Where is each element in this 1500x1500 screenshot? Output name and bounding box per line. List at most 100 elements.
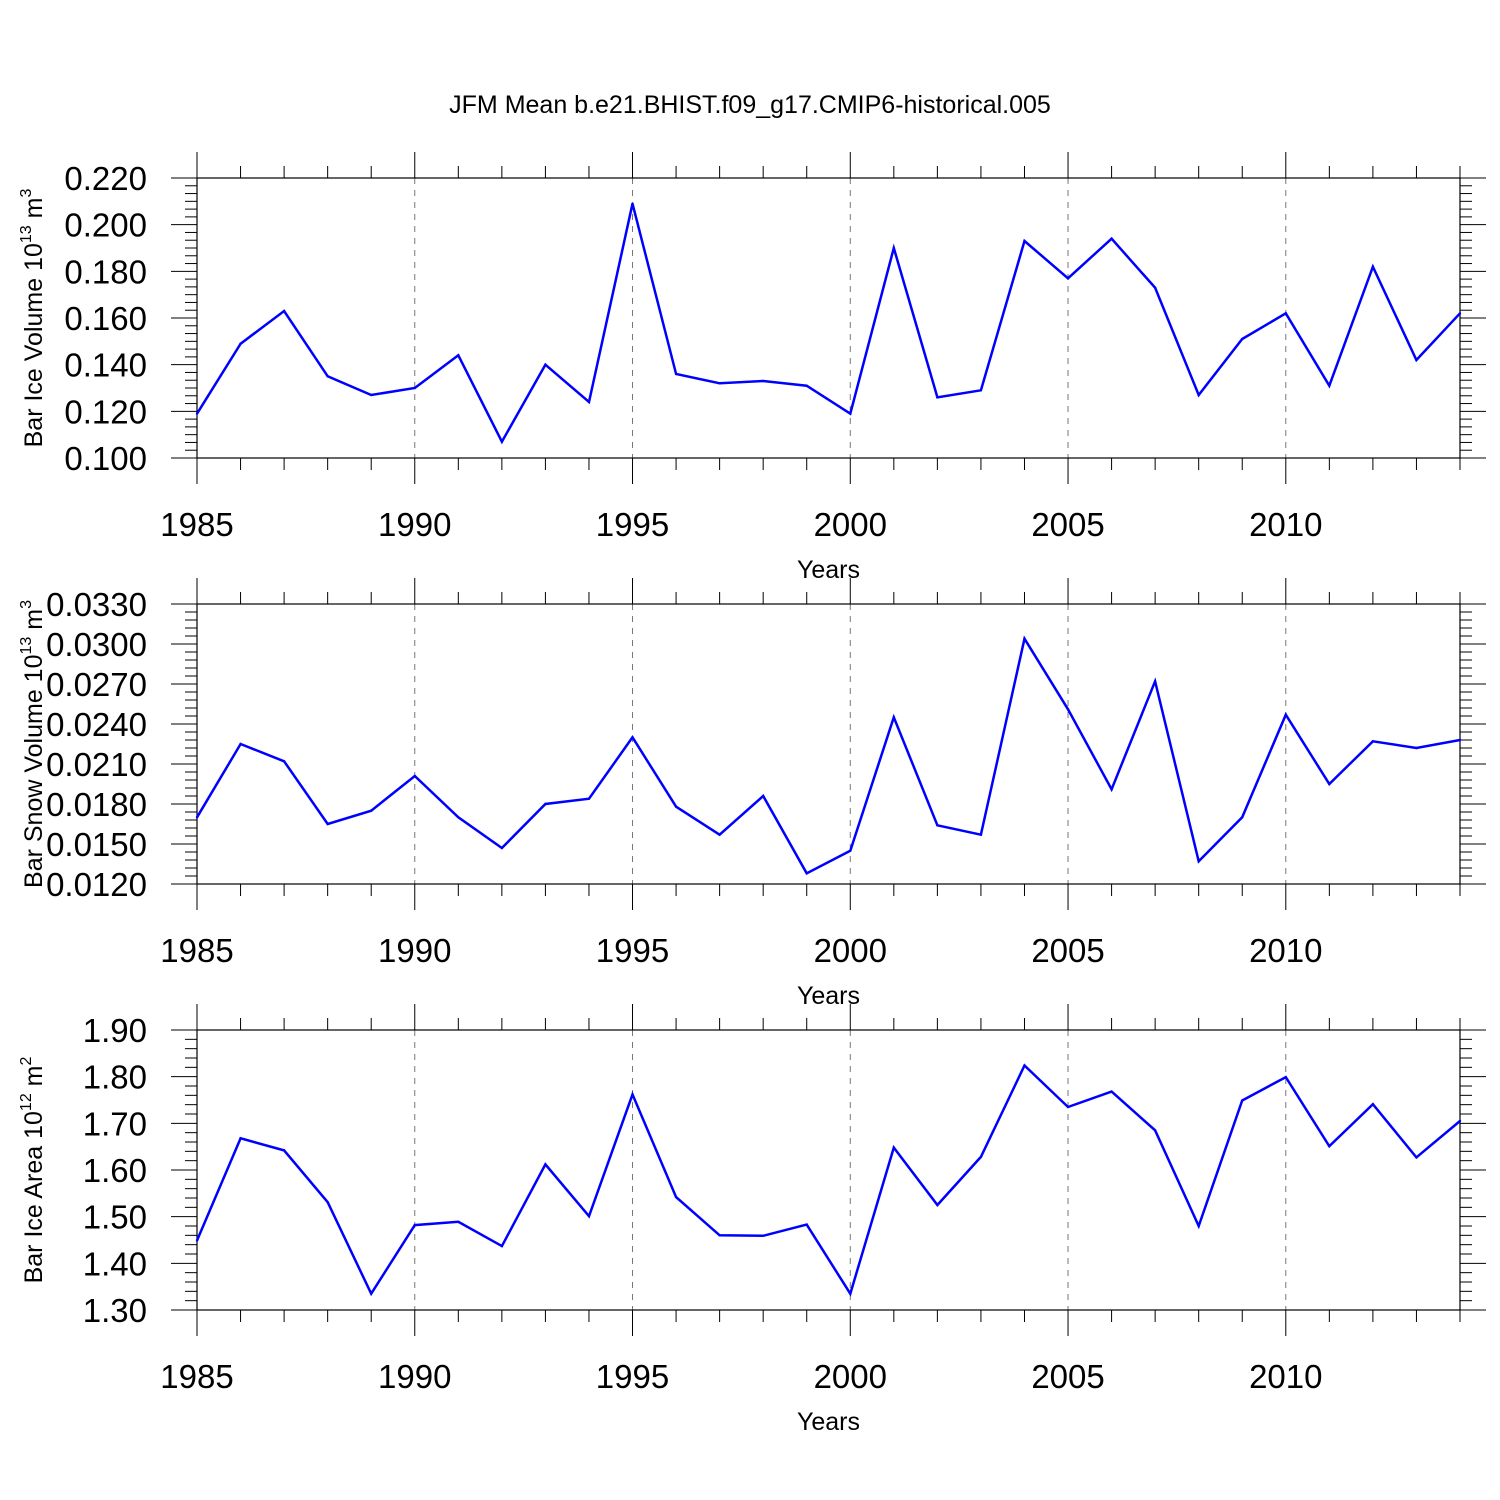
y-axis-label-unit: m [20,198,48,226]
data-point [1110,788,1113,791]
chart-panels: 1985 1990 1995 2000 2005 2010 Years 0.100 0.120 0… [18,152,1486,1436]
data-point [1023,239,1026,243]
y-tick-label: 0.0150 [46,826,147,863]
x-tick-label: 2010 [1249,506,1322,543]
data-point [979,389,983,392]
y-tick-label: 0.0300 [46,626,147,663]
y-tick-label: 0.100 [64,440,147,477]
x-tick-label: 1985 [160,506,233,543]
data-point [979,833,983,836]
x-tick-label: 2000 [814,1358,887,1395]
data-point [326,1201,329,1204]
data-point [1241,1099,1244,1102]
data-point [718,833,721,836]
y-axis-label-unit: m [20,1066,48,1094]
y-tick-label: 1.60 [83,1152,147,1189]
data-point [1197,393,1200,397]
data-point [805,384,808,387]
data-point [1241,816,1244,819]
data-point [239,342,242,345]
y-tick-label: 0.0180 [46,786,147,823]
data-point [457,816,460,819]
x-axis-label: Years [797,982,860,1010]
data-point [1284,1075,1287,1079]
data-point [674,372,678,376]
x-tick-label: 1985 [160,932,233,969]
y-axis-label-unit-exponent: 2 [18,1057,35,1066]
data-point [1153,286,1157,289]
data-point [1197,1224,1200,1228]
data-point [1197,860,1200,863]
x-tick-label: 2000 [814,932,887,969]
y-axis-label-exponent: 12 [18,1093,35,1111]
y-tick-label: 0.0240 [46,706,147,743]
x-tick-label: 2005 [1031,932,1104,969]
panel-3: 1985 1990 1995 2000 2005 2010 Years 1.30 1.40 1.5… [18,1004,1486,1436]
data-point [282,309,286,313]
data-point [631,202,634,205]
data-point [500,1244,504,1248]
data-point [805,1223,808,1226]
data-point [936,396,939,399]
data-point [1415,1156,1418,1159]
data-point [1328,1145,1331,1148]
data-point [1110,1090,1113,1093]
x-tick-label: 1990 [378,506,451,543]
data-point [1458,312,1462,315]
data-point [1023,1064,1026,1067]
data-point [326,822,329,826]
data-point [239,742,242,746]
data-point [1153,680,1157,683]
y-axis-label-base: Bar Ice Area 10 [20,1111,48,1283]
data-point [370,1292,373,1295]
y-tick-label: 0.0330 [46,586,147,623]
data-point [979,1155,983,1159]
data-point [413,1223,416,1227]
data-point [370,393,373,397]
series-line [195,1063,1461,1297]
data-point [718,382,721,385]
chart-title: JFM Mean b.e21.BHIST.f09_g17.CMIP6-histo… [449,91,1051,119]
panel-2: 1985 1990 1995 2000 2005 2010 Years 0.01200.015… [18,578,1486,1010]
y-axis-label-base: Bar Ice Volume 10 [20,243,48,447]
x-tick-label: 1995 [596,1358,669,1395]
x-axis-label: Years [797,1408,860,1436]
x-tick-label: 2000 [814,506,887,543]
x-tick-label: 1995 [596,932,669,969]
data-point [892,1146,896,1149]
y-tick-label: 0.0270 [46,666,147,703]
y-axis-label: Bar Snow Volume 1013 m3 [18,600,48,888]
data-point [413,386,416,390]
y-axis-label: Bar Ice Area 1012 m2 [18,1057,48,1284]
x-tick-label: 2005 [1031,1358,1104,1395]
data-point [1328,782,1331,786]
data-point [1241,337,1244,341]
data-point [1328,384,1331,387]
x-axis-label: Years [797,556,860,584]
y-tick-label: 0.140 [64,347,147,384]
x-tick-label: 1985 [160,1358,233,1395]
data-point [761,379,765,383]
y-axis-label-base: Bar Snow Volume 10 [20,655,48,888]
x-tick-label: 1990 [378,932,451,969]
data-point [1023,637,1026,640]
data-point [326,375,329,378]
y-tick-label: 1.80 [83,1059,147,1096]
x-tick-label: 1995 [596,506,669,543]
data-point [892,716,896,719]
data-point [718,1234,721,1237]
data-point [849,1292,852,1295]
data-point [457,354,460,357]
data-point [849,849,852,852]
data-point [936,824,939,827]
data-point [1066,1105,1070,1109]
data-point [1284,312,1287,315]
data-point [1153,1129,1157,1132]
data-point [239,1137,242,1140]
data-point [1066,708,1070,711]
y-tick-label: 0.0210 [46,746,147,783]
data-point [1110,237,1113,240]
x-tick-label: 2010 [1249,1358,1322,1395]
data-point [1371,1103,1375,1106]
data-point [1371,740,1375,743]
